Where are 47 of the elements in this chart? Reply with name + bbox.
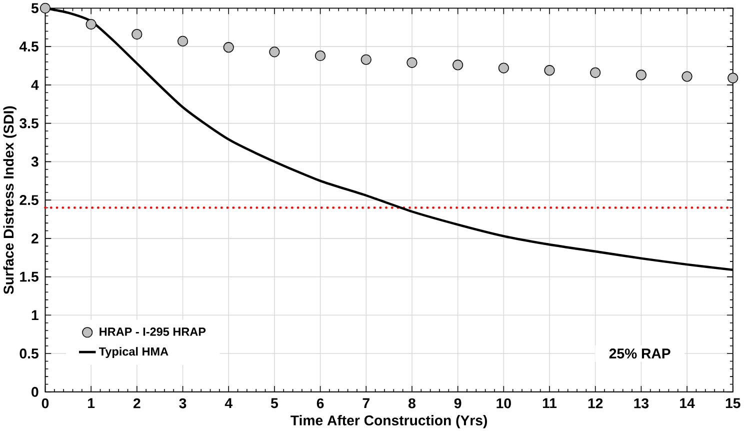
x-tick-label: 5 — [270, 398, 278, 408]
x-tick-label: 7 — [362, 398, 370, 408]
x-tick-label: 12 — [588, 398, 603, 408]
y-tick-label: 3.5 — [20, 118, 38, 128]
point — [315, 50, 326, 61]
x-tick-label: 10 — [496, 398, 511, 408]
y-tick-label: 4.5 — [19, 41, 38, 52]
point — [682, 70, 692, 82]
x-tick-label: 11 — [542, 398, 557, 408]
x-tick-label: 14 — [680, 398, 695, 408]
point — [132, 28, 142, 40]
x-tick-label: 4 — [224, 398, 232, 408]
y-tick-label: 4 — [31, 80, 39, 90]
point — [498, 62, 509, 74]
point — [544, 64, 555, 76]
x-tick-label: 6 — [316, 398, 324, 408]
y-tick-label: 2 — [31, 233, 38, 244]
y-tick-label: 2.5 — [20, 194, 38, 205]
x-tick-label: 1 — [88, 398, 95, 408]
x-tick-label: 9 — [454, 398, 462, 408]
point — [269, 46, 280, 57]
point — [636, 69, 646, 80]
y-tick-label: 0 — [32, 386, 38, 397]
point — [177, 36, 188, 46]
x-tick-label: 0 — [42, 398, 49, 408]
x-tick-label: 2 — [134, 398, 140, 408]
y-axis-title: Surface Distress Index (SDI) — [3, 106, 16, 294]
x-tick-label: 3 — [179, 398, 186, 408]
x-tick-label: 15 — [726, 398, 740, 408]
point — [452, 59, 464, 70]
point — [223, 42, 234, 52]
legend-label: HRAP - I-295 HRAP — [100, 327, 206, 336]
y-tick-label: 1 — [32, 310, 38, 320]
y-tick-label: 5 — [31, 3, 38, 13]
annotation: 25% RAP — [609, 348, 670, 358]
point — [590, 67, 601, 78]
x-tick-label: 8 — [408, 398, 416, 408]
point — [360, 54, 372, 65]
x-axis-title: Time After Construction (Yrs) — [290, 414, 487, 428]
point — [406, 57, 418, 68]
point — [40, 2, 51, 14]
y-tick-label: 0.5 — [20, 348, 38, 358]
y-tick-label: 1.5 — [20, 272, 38, 282]
y-tick-label: 3 — [31, 156, 38, 166]
point — [86, 18, 96, 30]
legend-label: Typical HMA — [99, 346, 168, 358]
x-tick-label: 13 — [634, 398, 649, 408]
